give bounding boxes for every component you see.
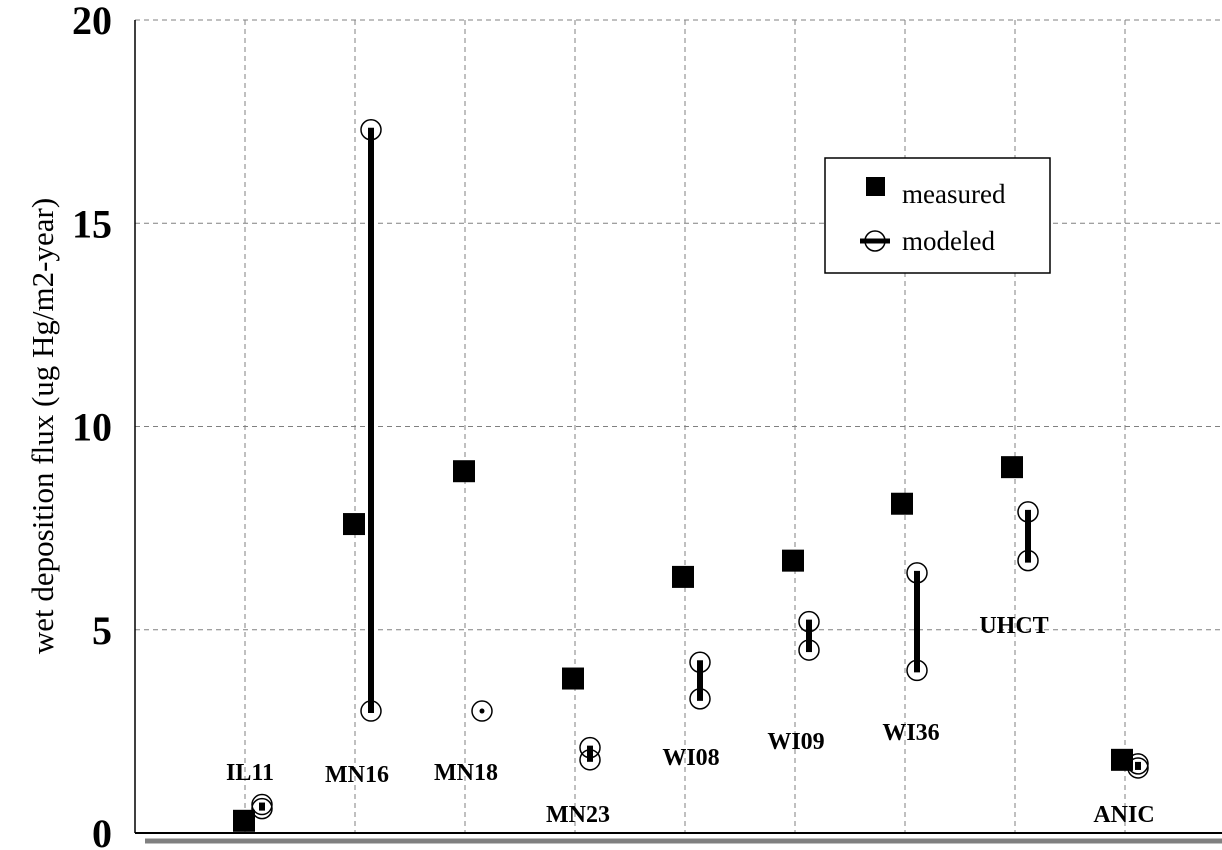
- y-tick-label: 0: [92, 811, 112, 850]
- site-labels: IL11 MN16 MN18 MN23 WI08 WI09 WI36 UHCT ANIC: [226, 613, 1155, 828]
- y-axis-label: wet deposition flux (ug Hg/m2-year): [25, 198, 60, 654]
- y-tick-labels: 0 5 10 15 20: [72, 0, 112, 850]
- site-label: MN18: [434, 760, 498, 786]
- legend-measured-marker: [866, 177, 885, 196]
- measured-point: [672, 565, 694, 588]
- site-label: WI08: [662, 745, 719, 771]
- y-tick-label: 20: [72, 0, 112, 43]
- legend-modeled-label: modeled: [902, 226, 995, 256]
- site-label: MN16: [325, 762, 389, 788]
- measured-point: [1111, 748, 1133, 771]
- y-tick-label: 5: [92, 608, 112, 653]
- measured-series: [233, 456, 1133, 832]
- site-label: IL11: [226, 760, 274, 786]
- legend: measured modeled: [824, 157, 1051, 274]
- site-label: ANIC: [1093, 802, 1154, 828]
- site-label: WI09: [767, 729, 824, 755]
- measured-point: [453, 460, 475, 483]
- site-label: MN23: [546, 802, 610, 828]
- measured-point: [891, 492, 913, 515]
- grid-lines: [135, 19, 1222, 833]
- measured-point: [343, 513, 365, 536]
- y-tick-label: 10: [72, 405, 112, 450]
- modeled-point: [251, 793, 273, 816]
- measured-point: [233, 809, 255, 832]
- site-label: UHCT: [979, 613, 1048, 639]
- modeled-point: [251, 797, 273, 820]
- measured-point: [1001, 456, 1023, 479]
- modeled-point-dot: [479, 708, 485, 714]
- measured-point: [562, 667, 584, 690]
- site-label: WI36: [882, 720, 939, 746]
- modeled-series: [251, 119, 1149, 820]
- y-tick-label: 15: [72, 201, 112, 246]
- measured-point: [782, 549, 804, 572]
- legend-box: [824, 157, 1051, 274]
- legend-measured-label: measured: [902, 179, 1006, 209]
